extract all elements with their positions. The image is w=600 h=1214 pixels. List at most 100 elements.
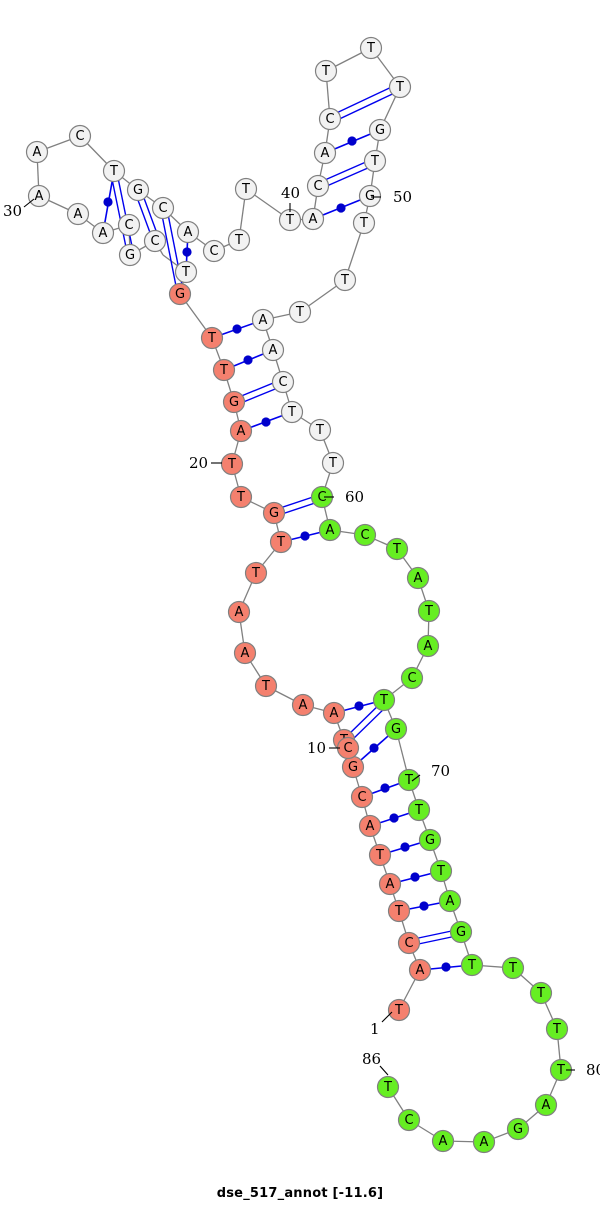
nucleotide-circle[interactable] — [227, 600, 251, 624]
nucleotide-circle[interactable] — [227, 228, 251, 252]
nucleotide-circle[interactable] — [91, 221, 115, 245]
nucleotide-circle[interactable] — [353, 523, 377, 547]
nucleotide-circle[interactable] — [288, 300, 312, 324]
nucleotide-circle[interactable] — [280, 400, 304, 424]
nucleotide-node[interactable]: T — [321, 451, 345, 475]
nucleotide-node[interactable]: T — [417, 599, 441, 623]
nucleotide-circle[interactable] — [372, 688, 396, 712]
nucleotide-circle[interactable] — [408, 958, 432, 982]
nucleotide-node[interactable]: C — [271, 370, 295, 394]
nucleotide-circle[interactable] — [322, 701, 346, 725]
nucleotide-node[interactable]: A — [261, 338, 285, 362]
nucleotide-circle[interactable] — [429, 859, 453, 883]
nucleotide-node[interactable]: T — [359, 36, 383, 60]
nucleotide-node[interactable]: A — [438, 889, 462, 913]
nucleotide-node[interactable]: T — [308, 418, 332, 442]
nucleotide-circle[interactable] — [376, 1075, 400, 1099]
nucleotide-node[interactable]: T — [429, 859, 453, 883]
nucleotide-circle[interactable] — [506, 1117, 530, 1141]
nucleotide-circle[interactable] — [168, 282, 192, 306]
nucleotide-circle[interactable] — [233, 641, 257, 665]
nucleotide-node[interactable]: A — [431, 1129, 455, 1153]
nucleotide-circle[interactable] — [200, 326, 224, 350]
nucleotide-node[interactable]: A — [251, 308, 275, 332]
nucleotide-node[interactable]: G — [358, 184, 382, 208]
nucleotide-node[interactable]: C — [143, 229, 167, 253]
nucleotide-circle[interactable] — [321, 451, 345, 475]
nucleotide-circle[interactable] — [27, 184, 51, 208]
nucleotide-node[interactable]: G — [449, 920, 473, 944]
nucleotide-circle[interactable] — [308, 418, 332, 442]
nucleotide-circle[interactable] — [229, 485, 253, 509]
nucleotide-node[interactable]: G — [341, 755, 365, 779]
nucleotide-circle[interactable] — [545, 1017, 569, 1041]
nucleotide-node[interactable]: C — [350, 785, 374, 809]
nucleotide-circle[interactable] — [202, 239, 226, 263]
nucleotide-circle[interactable] — [397, 931, 421, 955]
nucleotide-circle[interactable] — [25, 140, 49, 164]
nucleotide-circle[interactable] — [359, 36, 383, 60]
nucleotide-circle[interactable] — [306, 174, 330, 198]
nucleotide-circle[interactable] — [534, 1093, 558, 1117]
nucleotide-circle[interactable] — [174, 260, 198, 284]
nucleotide-circle[interactable] — [350, 785, 374, 809]
nucleotide-node[interactable]: T — [385, 537, 409, 561]
nucleotide-node[interactable]: A — [322, 701, 346, 725]
nucleotide-circle[interactable] — [117, 213, 141, 237]
nucleotide-node[interactable]: T — [269, 530, 293, 554]
nucleotide-circle[interactable] — [291, 693, 315, 717]
nucleotide-node[interactable]: T — [227, 228, 251, 252]
nucleotide-node[interactable]: T — [407, 798, 431, 822]
nucleotide-circle[interactable] — [244, 561, 268, 585]
nucleotide-node[interactable]: A — [91, 221, 115, 245]
nucleotide-circle[interactable] — [431, 1129, 455, 1153]
nucleotide-circle[interactable] — [358, 814, 382, 838]
nucleotide-circle[interactable] — [336, 736, 360, 760]
nucleotide-node[interactable]: A — [176, 220, 200, 244]
nucleotide-circle[interactable] — [385, 537, 409, 561]
nucleotide-node[interactable]: C — [117, 213, 141, 237]
nucleotide-circle[interactable] — [352, 211, 376, 235]
nucleotide-node[interactable]: A — [25, 140, 49, 164]
nucleotide-node[interactable]: C — [397, 931, 421, 955]
nucleotide-node[interactable]: A — [313, 141, 337, 165]
nucleotide-node[interactable]: C — [400, 666, 424, 690]
nucleotide-circle[interactable] — [449, 920, 473, 944]
nucleotide-circle[interactable] — [416, 634, 440, 658]
nucleotide-node[interactable]: A — [318, 518, 342, 542]
nucleotide-circle[interactable] — [368, 843, 392, 867]
nucleotide-circle[interactable] — [384, 717, 408, 741]
nucleotide-circle[interactable] — [418, 828, 442, 852]
nucleotide-node[interactable]: A — [291, 693, 315, 717]
nucleotide-circle[interactable] — [102, 159, 126, 183]
nucleotide-circle[interactable] — [333, 268, 357, 292]
nucleotide-node[interactable]: T — [387, 899, 411, 923]
nucleotide-circle[interactable] — [301, 207, 325, 231]
nucleotide-node[interactable]: T — [387, 998, 411, 1022]
nucleotide-node[interactable]: C — [397, 1108, 421, 1132]
nucleotide-circle[interactable] — [313, 141, 337, 165]
nucleotide-circle[interactable] — [363, 149, 387, 173]
nucleotide-node[interactable]: T — [244, 561, 268, 585]
nucleotide-node[interactable]: T — [376, 1075, 400, 1099]
nucleotide-node[interactable]: C — [68, 124, 92, 148]
nucleotide-circle[interactable] — [368, 118, 392, 142]
nucleotide-node[interactable]: T — [368, 843, 392, 867]
nucleotide-circle[interactable] — [261, 338, 285, 362]
nucleotide-node[interactable]: T — [278, 208, 302, 232]
nucleotide-node[interactable]: G — [168, 282, 192, 306]
nucleotide-circle[interactable] — [143, 229, 167, 253]
nucleotide-node[interactable]: T — [333, 268, 357, 292]
nucleotide-circle[interactable] — [397, 1108, 421, 1132]
nucleotide-circle[interactable] — [314, 59, 338, 83]
nucleotide-circle[interactable] — [212, 358, 236, 382]
nucleotide-node[interactable]: T — [314, 59, 338, 83]
nucleotide-circle[interactable] — [417, 599, 441, 623]
nucleotide-node[interactable]: T — [220, 452, 244, 476]
nucleotide-circle[interactable] — [118, 243, 142, 267]
nucleotide-node[interactable]: T — [212, 358, 236, 382]
nucleotide-circle[interactable] — [378, 872, 402, 896]
nucleotide-circle[interactable] — [66, 202, 90, 226]
nucleotide-node[interactable]: A — [534, 1093, 558, 1117]
nucleotide-node[interactable]: G — [368, 118, 392, 142]
